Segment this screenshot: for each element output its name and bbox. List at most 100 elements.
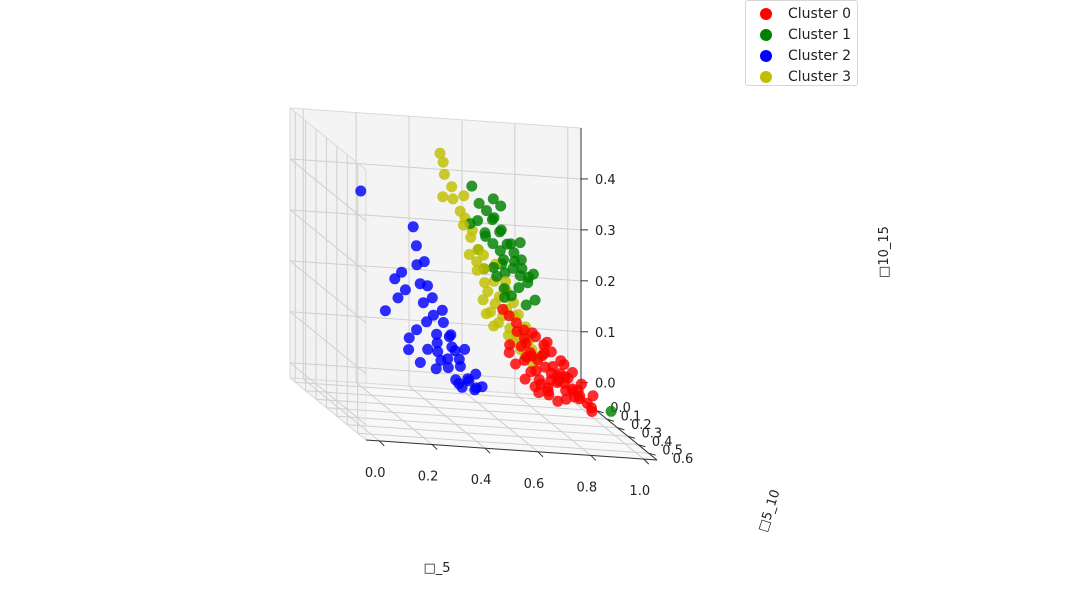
data-point — [399, 284, 411, 296]
x-tick-label: 0.8 — [577, 480, 598, 495]
data-point — [529, 381, 541, 392]
data-point — [466, 180, 478, 192]
data-point — [480, 230, 492, 242]
data-point — [560, 393, 572, 405]
gridline — [315, 398, 608, 420]
data-point — [510, 358, 522, 370]
z-tick-label: 0.3 — [595, 224, 616, 239]
data-point — [519, 354, 530, 366]
data-point — [511, 326, 523, 337]
data-point — [572, 384, 584, 396]
x-tick-mark — [590, 455, 597, 461]
data-point — [522, 277, 534, 289]
data-point — [410, 240, 422, 252]
data-point — [539, 361, 551, 373]
data-point — [499, 291, 511, 303]
x-tick-mark — [378, 440, 385, 447]
gridline — [289, 362, 367, 426]
data-point — [442, 362, 454, 374]
data-point — [495, 200, 507, 212]
data-point — [431, 337, 443, 349]
data-point — [499, 267, 511, 279]
data-point — [437, 191, 449, 203]
gridline — [514, 393, 592, 456]
data-point — [411, 324, 423, 336]
data-point — [456, 381, 468, 393]
data-point — [558, 359, 570, 370]
data-point — [488, 262, 499, 273]
y-tick-mark — [648, 452, 656, 456]
data-point — [427, 309, 439, 321]
data-point — [446, 181, 458, 193]
data-point — [431, 328, 443, 340]
data-point — [438, 168, 450, 180]
gridline — [295, 381, 587, 403]
gridline — [461, 389, 539, 453]
data-point — [501, 238, 513, 250]
data-point — [538, 339, 550, 351]
data-point — [503, 347, 515, 359]
legend-label: Cluster 3 — [788, 68, 852, 85]
y-tick-label: 0.2 — [631, 418, 652, 433]
data-point — [465, 231, 477, 243]
gridline — [305, 390, 597, 412]
data-point — [513, 282, 525, 294]
data-point — [458, 190, 470, 202]
data-point — [525, 366, 537, 378]
gridline — [326, 407, 618, 429]
data-point — [560, 385, 572, 396]
data-point — [515, 340, 527, 352]
data-point — [392, 292, 404, 304]
data-point — [494, 245, 506, 257]
y-tick-label: 0.6 — [673, 452, 694, 467]
data-point — [504, 339, 516, 351]
data-point — [436, 304, 448, 316]
gridline — [289, 158, 582, 180]
data-point — [514, 270, 526, 282]
y-tick-label: 0.1 — [621, 410, 642, 425]
data-point — [430, 363, 442, 375]
data-point — [491, 270, 503, 282]
gridline — [289, 311, 367, 375]
legend-marker — [760, 28, 772, 41]
data-point — [480, 308, 492, 320]
data-point — [486, 214, 498, 226]
data-point — [434, 147, 446, 159]
y-axis-label: □5_10 — [756, 488, 784, 534]
z-axis-label: □10_15 — [877, 226, 892, 278]
data-point — [497, 303, 509, 315]
data-point — [449, 345, 461, 357]
data-point — [414, 278, 426, 290]
data-point — [481, 205, 492, 217]
data-point — [543, 389, 555, 401]
data-point — [355, 185, 367, 197]
gridline — [408, 385, 486, 449]
data-point — [437, 317, 449, 328]
gridline — [336, 415, 628, 437]
x-tick-label: 0.0 — [365, 466, 386, 481]
data-point — [498, 254, 509, 266]
data-point — [432, 346, 444, 358]
data-point — [488, 320, 500, 332]
gridline — [347, 424, 639, 446]
data-point — [389, 273, 401, 285]
data-point — [422, 343, 434, 355]
x-axis-line — [365, 439, 658, 461]
data-point — [437, 156, 449, 168]
data-point — [463, 249, 475, 260]
data-point — [454, 360, 466, 372]
z-tick-label: 0.2 — [595, 275, 616, 290]
data-point — [479, 277, 491, 289]
data-point — [454, 205, 466, 217]
x-tick-mark — [537, 451, 544, 458]
data-point — [379, 305, 391, 317]
data-point — [396, 266, 408, 278]
data-point — [586, 406, 598, 417]
data-point — [552, 395, 564, 407]
data-point — [421, 316, 433, 328]
data-point — [435, 354, 447, 366]
data-point — [463, 375, 475, 387]
x-tick-label: 0.4 — [471, 473, 492, 488]
data-point — [477, 294, 489, 306]
